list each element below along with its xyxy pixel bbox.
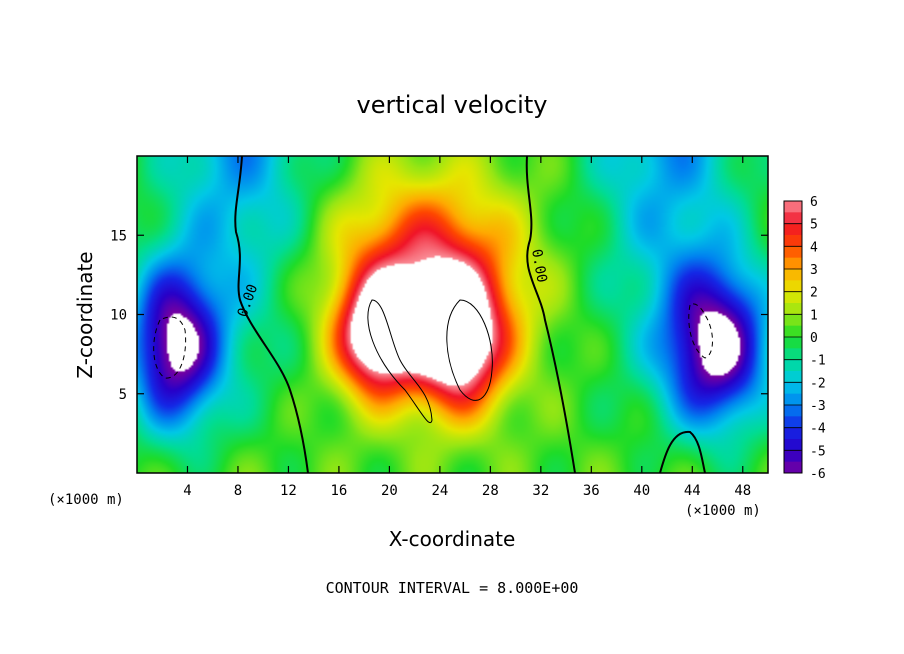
chart-title: vertical velocity (357, 91, 548, 119)
colorbar-tick-label: 1 (810, 308, 818, 323)
x-tick-label: 28 (482, 483, 499, 499)
x-unit-right: (×1000 m) (685, 503, 761, 519)
colorbar-swatch (784, 450, 802, 463)
colorbar-tick-label: 2 (810, 286, 818, 301)
colorbar-tick-label: -1 (810, 354, 826, 369)
y-tick-label: 5 (119, 387, 127, 403)
x-tick-label: 8 (234, 483, 242, 499)
colorbar-tick-label: -6 (810, 467, 826, 482)
zero-contour-left (234, 155, 309, 474)
colorbar-tick-label: 3 (810, 263, 818, 278)
y-tick-label: 10 (110, 308, 127, 324)
zero-contour-br (659, 430, 706, 474)
contour-inner-2 (446, 299, 493, 401)
x-ticks: 4 8 12 16 20 24 28 32 36 40 44 48 (183, 156, 751, 499)
colorbar-swatch (784, 201, 802, 213)
colorbar-swatch (784, 269, 802, 281)
colorbar-swatch (784, 291, 802, 304)
x-tick-label: 24 (431, 483, 448, 499)
colorbar-tick-label: -3 (810, 399, 826, 414)
contour-inner-1 (367, 299, 433, 423)
colorbar-swatch (784, 303, 802, 315)
colorbar-swatch (784, 427, 802, 440)
x-tick-label: 12 (280, 483, 297, 499)
colorbar-swatch (784, 325, 802, 338)
x-tick-label: 36 (583, 483, 600, 499)
colorbar-swatch (784, 314, 802, 327)
colorbar-tick-label: -2 (810, 376, 826, 391)
x-tick-label: 16 (330, 483, 347, 499)
colorbar-swatch (784, 439, 802, 451)
x-tick-label: 4 (183, 483, 191, 499)
colorbar-swatch (784, 382, 802, 395)
colorbar-swatch (784, 461, 802, 474)
x-tick-label: 44 (684, 483, 701, 499)
colorbar-tick-label: -5 (810, 444, 826, 459)
heatmap-field (137, 156, 768, 473)
colorbar-swatch (784, 337, 802, 349)
colorbar-tick-label: 6 (810, 195, 818, 210)
colorbar-swatch (784, 371, 802, 383)
heatmap-raster (137, 156, 768, 473)
colorbar-swatch (784, 223, 802, 236)
colorbar-swatch (784, 212, 802, 225)
colorbar-swatch (784, 246, 802, 259)
x-unit-left: (×1000 m) (48, 492, 124, 508)
zero-contours (234, 155, 706, 474)
x-tick-label: 20 (381, 483, 398, 499)
contour-dashed-left (153, 316, 187, 379)
colorbar-tick-label: 5 (810, 218, 818, 233)
colorbar-swatch (784, 235, 802, 247)
colorbar-swatch (784, 359, 802, 372)
colorbar-tick-label: 0 (810, 331, 818, 346)
x-tick-label: 40 (633, 483, 650, 499)
colorbar-swatch (784, 405, 802, 417)
x-tick-label: 48 (734, 483, 751, 499)
x-tick-label: 32 (532, 483, 549, 499)
colorbar-tick-label: 4 (810, 240, 818, 255)
colorbar-swatch (784, 393, 802, 406)
inner-contours (153, 299, 713, 423)
zero-contour-right (525, 155, 576, 474)
colorbar-swatch (784, 348, 802, 361)
y-axis-label: Z-coordinate (73, 251, 97, 378)
colorbar-tick-label: -4 (810, 422, 826, 437)
colorbar-swatch (784, 257, 802, 270)
x-axis-label: X-coordinate (389, 527, 516, 551)
y-tick-label: 15 (110, 228, 127, 244)
colorbar-swatch (784, 280, 802, 293)
colorbar-swatch (784, 416, 802, 429)
contour-interval-note: CONTOUR INTERVAL = 8.000E+00 (326, 579, 579, 597)
contour-label-right: 0.00 (528, 248, 550, 284)
colorbar: 6 5 4 3 2 1 0 -1 -2 -3 -4 -5 -6 (783, 195, 826, 482)
y-ticks: 5 10 15 (110, 228, 768, 403)
contour-dashed-right (688, 303, 713, 359)
